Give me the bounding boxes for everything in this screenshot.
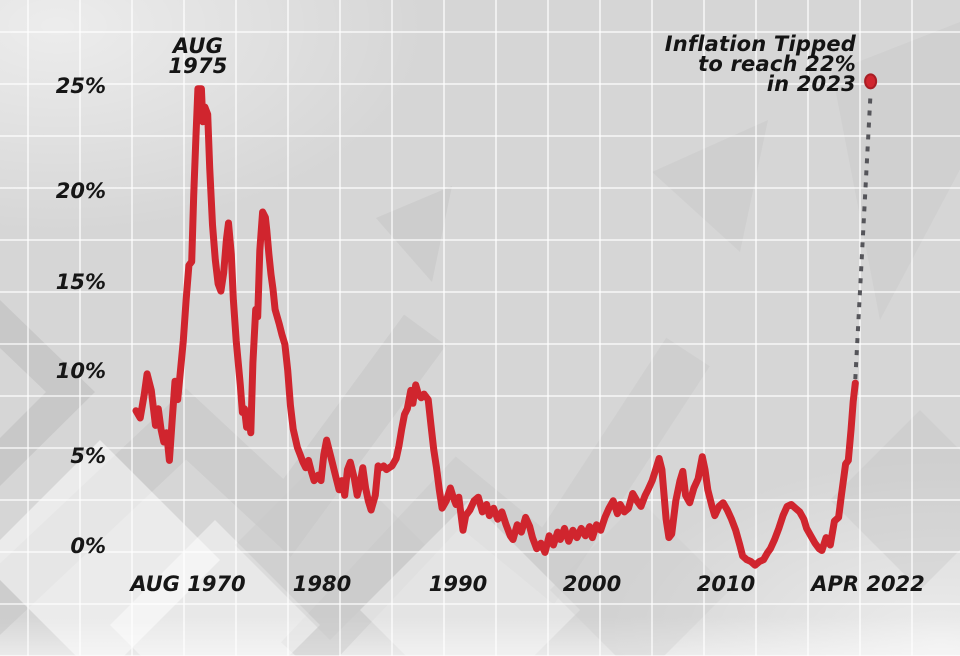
y-tick-label: 10% <box>56 359 106 383</box>
y-tick-label: 25% <box>56 74 106 98</box>
forecast-annotation-line2: to reach 22% <box>698 52 856 76</box>
x-tick-label: APR 2022 <box>809 572 925 596</box>
y-tick-label: 0% <box>70 534 106 558</box>
watermark-chevron <box>0 300 95 486</box>
y-tick-label: 20% <box>56 179 106 203</box>
background-arrow-watermark <box>0 21 960 656</box>
forecast-annotation: Inflation Tipped to reach 22% in 2023 <box>496 32 856 96</box>
watermark-arrow-head-1 <box>376 186 452 282</box>
y-tick-label: 5% <box>70 444 106 468</box>
peak-annotation-line2: 1975 <box>168 54 228 78</box>
watermark-arrow-head-2 <box>652 120 768 252</box>
watermark-diamond <box>550 500 730 656</box>
x-tick-label: 2000 <box>563 572 621 596</box>
x-tick-label: 1990 <box>429 572 487 596</box>
watermark-arrow-shaft-2 <box>281 337 710 656</box>
y-axis-tick-labels: 25% 20% 15% 10% 5% 0% <box>56 74 106 558</box>
x-tick-label: 1980 <box>293 572 351 596</box>
peak-annotation-line1: AUG <box>172 34 224 58</box>
peak-annotation: AUG 1975 <box>138 34 258 78</box>
watermark-diamond <box>0 440 220 656</box>
forecast-dot <box>864 73 878 90</box>
watermark-diamond <box>360 500 580 656</box>
forecast-annotation-line1: Inflation Tipped <box>664 32 856 56</box>
watermark-wedge-right <box>832 21 960 320</box>
x-tick-label: AUG 1970 <box>128 572 245 596</box>
x-axis-tick-labels: AUG 1970 1980 1990 2000 2010 APR 2022 <box>128 572 924 596</box>
y-tick-label: 15% <box>56 270 106 294</box>
forecast-annotation-line3: in 2023 <box>766 72 856 96</box>
inflation-line <box>132 85 859 569</box>
watermark-diamond <box>110 520 320 656</box>
x-tick-label: 2010 <box>697 572 755 596</box>
